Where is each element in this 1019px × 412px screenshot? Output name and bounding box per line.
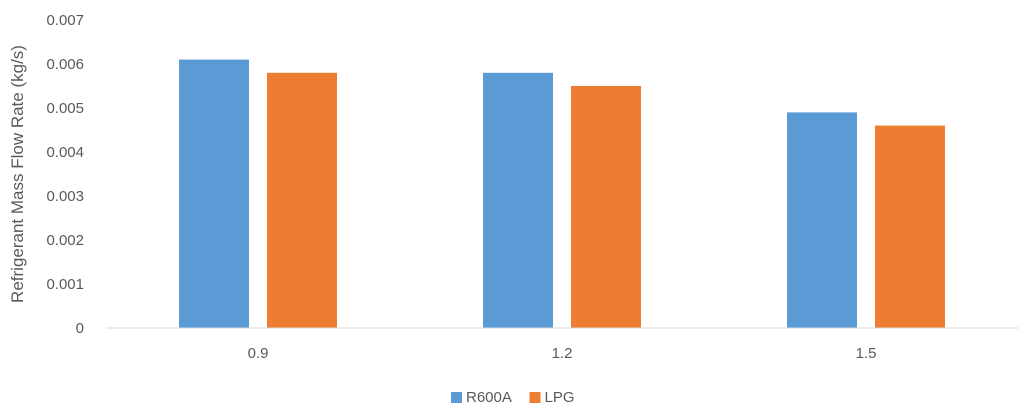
y-tick-label: 0.002 bbox=[46, 232, 84, 249]
y-tick-label: 0.007 bbox=[46, 12, 84, 29]
x-axis-ticks: 0.9 1.2 1.5 bbox=[248, 345, 877, 362]
bar-lpg-1.2 bbox=[571, 86, 641, 328]
y-tick-label: 0.004 bbox=[46, 144, 84, 161]
bar-lpg-1.5 bbox=[875, 125, 945, 328]
y-tick-label: 0 bbox=[76, 320, 84, 337]
x-tick-label: 1.2 bbox=[552, 345, 573, 362]
bars bbox=[179, 59, 945, 329]
legend-label-r600a: R600A bbox=[466, 389, 512, 406]
y-tick-label: 0.006 bbox=[46, 56, 84, 73]
bar-lpg-0.9 bbox=[267, 72, 337, 328]
bar-r600a-1.5 bbox=[787, 112, 857, 329]
y-tick-label: 0.001 bbox=[46, 276, 84, 293]
x-tick-label: 0.9 bbox=[248, 345, 269, 362]
legend-label-lpg: LPG bbox=[545, 389, 575, 406]
y-axis-label: Refrigerant Mass Flow Rate (kg/s) bbox=[8, 45, 27, 303]
y-axis-ticks: 0 0.001 0.002 0.003 0.004 0.005 0.006 0.007 bbox=[46, 12, 84, 337]
bar-r600a-0.9 bbox=[179, 59, 249, 328]
legend: R600A LPG bbox=[451, 389, 575, 406]
legend-swatch-lpg bbox=[529, 392, 541, 403]
bar-r600a-1.2 bbox=[483, 72, 553, 328]
legend-swatch-r600a bbox=[451, 392, 462, 403]
y-tick-label: 0.005 bbox=[46, 100, 84, 117]
y-tick-label: 0.003 bbox=[46, 188, 84, 205]
x-tick-label: 1.5 bbox=[856, 345, 877, 362]
